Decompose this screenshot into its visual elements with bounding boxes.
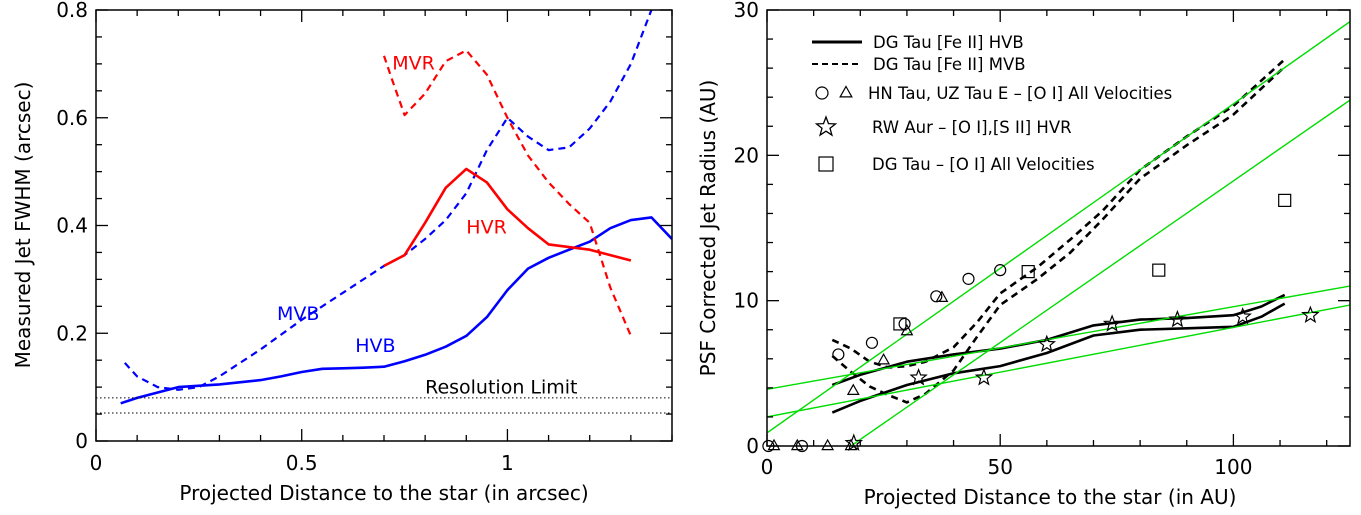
right-x-axis-label: Projected Distance to the star (in AU)	[864, 485, 1237, 509]
left-plot-lines	[96, 10, 672, 414]
data-point-star	[1233, 307, 1252, 325]
data-point-circle	[994, 264, 1007, 277]
y-tick-label: 0.8	[56, 0, 88, 22]
series-line-fit-2	[849, 99, 1350, 446]
left-ticks: 0 0.5 1 0 0.2 0.4 0.6 0.8	[56, 0, 673, 475]
left-plot-frame	[95, 9, 673, 442]
data-point-triangle	[935, 290, 949, 302]
data-point-triangle	[790, 438, 804, 451]
y-tick-label: 0.4	[56, 214, 88, 238]
x-tick-label: 0	[90, 451, 103, 475]
series-line-fit-4	[767, 304, 1350, 418]
data-point-circle	[962, 272, 975, 285]
data-point-square	[893, 317, 907, 331]
x-tick-label: 100	[1214, 455, 1252, 479]
y-tick-label: 0	[75, 429, 88, 453]
y-tick-label: 0.6	[56, 106, 88, 130]
legend-label: DG Tau – [O I] All Velocities	[872, 155, 1095, 174]
legend-item-4: RW Aur – [O I],[S II] HVR	[814, 115, 1072, 137]
legend-label: DG Tau [Fe II] HVB	[873, 33, 1024, 52]
series-line-hvb	[120, 216, 672, 405]
left-annotations: MVR HVR MVB HVB Resolution Limit	[277, 52, 578, 398]
series-line-mvb-lower	[831, 65, 1286, 404]
series-line-hvr	[383, 167, 632, 268]
legend-label: HN Tau, UZ Tau E – [O I] All Velocities	[868, 84, 1172, 103]
data-point-square	[1021, 265, 1035, 279]
x-tick-label: 0.5	[286, 451, 318, 475]
right-plot-frame	[766, 9, 1351, 447]
left-y-axis-label: Measured Jet FWHM (arcsec)	[11, 82, 35, 369]
data-point-star	[844, 433, 864, 451]
y-tick-label: 10	[734, 289, 759, 313]
y-tick-label: 0	[746, 434, 759, 458]
data-point-star	[1037, 334, 1056, 353]
data-point-star	[974, 368, 994, 386]
x-tick-label: 1	[501, 451, 514, 475]
data-point-triangle	[846, 383, 860, 395]
data-point-star	[1301, 305, 1320, 324]
series-line-fit-3	[767, 285, 1350, 390]
annotation-hvr: HVR	[466, 217, 507, 239]
annotation-resolution-limit: Resolution Limit	[425, 377, 577, 399]
series-line-hvb-upper	[831, 293, 1286, 387]
data-point-triangle	[767, 438, 781, 451]
annotation-hvb: HVB	[355, 335, 395, 357]
series-line-mvr	[382, 49, 632, 337]
series-line-fit-1	[767, 21, 1350, 434]
right-legend: DG Tau [Fe II] HVB DG Tau [Fe II] MVB HN T…	[812, 33, 1172, 174]
data-point-square	[1278, 193, 1292, 207]
data-point-star	[909, 368, 928, 386]
legend-item-1: DG Tau [Fe II] HVB	[812, 33, 1024, 52]
legend-square-icon	[818, 156, 834, 172]
data-point-star	[1102, 314, 1122, 332]
y-tick-label: 0.2	[56, 321, 88, 345]
data-point-circle	[865, 336, 879, 349]
legend-item-5: DG Tau – [O I] All Velocities	[818, 155, 1095, 174]
series-line-mvb-upper	[831, 58, 1286, 369]
x-tick-label: 50	[987, 455, 1012, 479]
right-markers	[762, 193, 1320, 453]
legend-label: DG Tau [Fe II] MVB	[873, 55, 1026, 74]
left-x-axis-label: Projected Distance to the star (in arcse…	[179, 481, 588, 505]
right-ticks: 0 50 100 0 10 20 30	[734, 0, 1350, 479]
data-point-triangle	[821, 438, 835, 451]
legend-circle-icon	[815, 86, 829, 100]
y-tick-label: 30	[734, 0, 759, 22]
right-y-axis-label: PSF Corrected Jet Radius (AU)	[696, 80, 720, 377]
data-point-square	[1152, 263, 1166, 277]
legend-item-3: HN Tau, UZ Tau E – [O I] All Velocities	[815, 84, 1172, 103]
data-point-triangle	[844, 438, 858, 451]
legend-label: RW Aur – [O I],[S II] HVR	[872, 118, 1072, 137]
data-point-star	[1168, 309, 1187, 328]
annotation-mvb: MVB	[277, 303, 319, 325]
legend-item-2: DG Tau [Fe II] MVB	[812, 55, 1026, 74]
legend-star-icon	[814, 115, 838, 137]
series-line-mvb	[123, 10, 653, 391]
data-point-circle	[832, 348, 845, 361]
legend-triangle-icon	[839, 85, 853, 98]
x-tick-label: 0	[761, 455, 774, 479]
annotation-mvr: MVR	[392, 52, 435, 74]
series-line-hvb-lower	[831, 302, 1286, 414]
data-point-circle	[930, 290, 943, 303]
y-tick-label: 20	[734, 143, 759, 167]
left-panel: MVR HVR MVB HVB Resolution Limit 0 0.5 1 0 0.2 0.…	[11, 0, 673, 505]
data-point-triangle	[877, 353, 891, 365]
